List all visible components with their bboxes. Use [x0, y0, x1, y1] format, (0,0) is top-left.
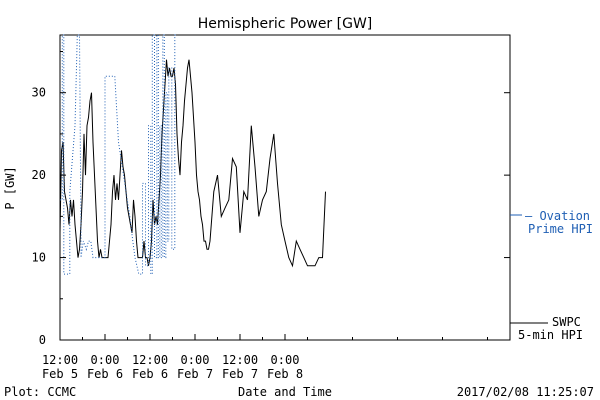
chart-title: Hemispheric Power [GW] [198, 16, 373, 32]
y-tick-label: 0 [39, 333, 46, 347]
x-tick-label-date: Feb 7 [222, 367, 258, 381]
x-tick-label-date: Feb 8 [267, 367, 303, 381]
x-tick-label-time: 12:00 [132, 353, 168, 367]
y-tick-label: 30 [32, 86, 46, 100]
x-tick-label-time: 12:00 [222, 353, 258, 367]
y-axis-label: P [GW] [3, 166, 17, 209]
plot-timestamp: 2017/02/08 11:25:07 [457, 385, 594, 399]
legend-swpc-line2: 5-min HPI [518, 328, 583, 342]
x-tick-label-time: 0:00 [181, 353, 210, 367]
x-tick-label-date: Feb 6 [87, 367, 123, 381]
y-ticks: 0 10 20 30 [32, 50, 510, 347]
plot-frame [59, 34, 511, 341]
y-tick-label: 20 [32, 168, 46, 182]
x-tick-label-date: Feb 6 [132, 367, 168, 381]
legend-ovation-line1: — Ovation [525, 209, 590, 223]
legend-swpc-line1: SWPC [552, 315, 581, 329]
legend-ovation-line2: Prime HPI [528, 222, 593, 236]
series-line-ovation [60, 34, 177, 275]
x-tick-label-time: 0:00 [271, 353, 300, 367]
x-axis-label: Date and Time [238, 385, 332, 399]
x-tick-label-date: Feb 5 [42, 367, 78, 381]
series-line-swpc [59, 59, 326, 268]
x-tick-label-time: 0:00 [91, 353, 120, 367]
plot-credit: Plot: CCMC [4, 385, 76, 399]
y-tick-label: 10 [32, 251, 46, 265]
series-layer [59, 34, 326, 275]
legend: — Ovation Prime HPI SWPC 5-min HPI [510, 209, 593, 342]
x-tick-label-time: 12:00 [42, 353, 78, 367]
x-tick-label-date: Feb 7 [177, 367, 213, 381]
